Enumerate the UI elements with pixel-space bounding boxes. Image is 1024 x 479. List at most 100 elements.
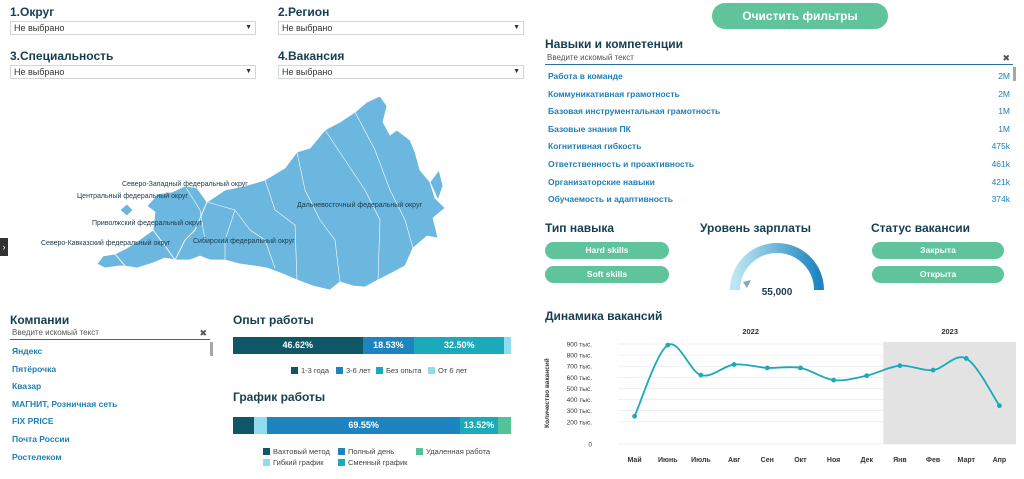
skill-item[interactable]: Когнитивная гибкость 475k — [548, 138, 1010, 155]
okrug-select-value: Не выбрано — [14, 23, 65, 33]
year-label: 2023 — [941, 327, 958, 336]
bar-segment[interactable] — [253, 417, 267, 434]
y-tick-label: 700 тыс. — [567, 364, 593, 371]
skill-item-label: Организаторские навыки — [548, 176, 655, 187]
company-item[interactable]: МАГНИТ, Розничная сеть — [12, 398, 118, 409]
schedule-title: График работы — [233, 390, 326, 404]
x-tick-label: Июль — [691, 457, 711, 464]
x-tick-label: Март — [958, 457, 976, 464]
skills-scrollbar[interactable] — [1013, 67, 1016, 81]
legend-item[interactable]: Гибкий график — [263, 458, 324, 467]
legend-item[interactable]: Без опыта — [376, 366, 422, 375]
map-label: Северо-Кавказский федеральный округ — [41, 239, 171, 247]
russia-map[interactable]: Северо-Западный федеральный округ Центра… — [35, 90, 465, 300]
bar-segment[interactable]: 32.50% — [414, 337, 505, 354]
skill-item[interactable]: Ответственность и проактивность 461k — [548, 156, 1010, 173]
skill-item[interactable]: Базовые знания ПК 1M — [548, 121, 1010, 138]
bar-segment[interactable] — [497, 417, 511, 434]
hard-skills-button[interactable]: Hard skills — [545, 242, 669, 259]
company-item[interactable]: Яндекс — [12, 346, 43, 356]
bar-segment[interactable] — [233, 417, 254, 434]
okrug-select[interactable]: Не выбрано ▼ — [10, 21, 256, 35]
map-region-shape — [429, 169, 444, 202]
company-item[interactable]: Ростелеком — [12, 451, 62, 462]
company-item[interactable]: FIX PRICE — [12, 416, 54, 427]
skill-item[interactable]: Обучаемость и адаптивность 374k — [548, 191, 1010, 208]
legend-swatch — [263, 459, 270, 466]
experience-title: Опыт работы — [233, 313, 314, 327]
bar-segment[interactable]: 46.62% — [233, 337, 363, 354]
legend-label: От 6 лет — [438, 366, 468, 375]
y-tick-label: 900 тыс. — [567, 342, 593, 349]
skill-item[interactable]: Базовая инструментальная грамотность 1M — [548, 103, 1010, 120]
data-point[interactable] — [764, 365, 770, 371]
y-axis-title: Количество вакансий — [543, 358, 551, 428]
company-item[interactable]: Почта России — [12, 434, 70, 444]
bar-segment[interactable] — [504, 337, 511, 354]
bar-segment[interactable]: 69.55% — [266, 417, 461, 434]
data-point[interactable] — [798, 365, 803, 371]
vacancy-select[interactable]: Не выбрано ▼ — [278, 65, 524, 79]
skill-item-value: 1M — [998, 106, 1010, 117]
soft-skills-button[interactable]: Soft skills — [545, 266, 669, 283]
skill-item[interactable]: Коммуникативная грамотность 2M — [548, 86, 1010, 103]
map-region-shape — [114, 229, 176, 269]
data-point[interactable] — [665, 342, 671, 348]
legend-label: Сменный график — [348, 458, 408, 467]
skill-item[interactable]: Работа в команде 2M — [548, 68, 1010, 85]
bar-segment[interactable]: 13.52% — [460, 417, 498, 434]
chart-title: Динамика вакансий — [545, 309, 663, 323]
y-tick-label: 300 тыс. — [567, 408, 593, 415]
companies-title: Компании — [10, 313, 70, 327]
expand-panel-button[interactable]: › — [0, 238, 8, 256]
companies-search-input[interactable]: Введите искомый текст ✖ — [10, 327, 210, 340]
companies-scrollbar[interactable] — [210, 342, 213, 356]
chevron-down-icon: ▼ — [513, 24, 520, 31]
skill-item-value: 475k — [991, 141, 1010, 152]
region-select[interactable]: Не выбрано ▼ — [278, 21, 524, 35]
data-point[interactable] — [632, 413, 637, 419]
legend-item[interactable]: Удаленная работа — [416, 447, 490, 456]
data-point[interactable] — [831, 377, 836, 383]
legend-item[interactable]: Вахтовый метод — [263, 447, 330, 456]
skill-item[interactable]: Организаторские навыки 421k — [548, 174, 1010, 191]
legend-item[interactable]: Полный день — [338, 447, 394, 456]
x-tick-label: Дек — [861, 457, 874, 464]
data-point[interactable] — [698, 372, 704, 378]
skills-search-input[interactable]: Введите искомый текст ✖ — [545, 52, 1013, 65]
skill-item-label: Ответственность и проактивность — [548, 159, 695, 169]
data-point[interactable] — [963, 356, 969, 361]
legend-item[interactable]: 3-6 лет — [336, 366, 371, 375]
legend-swatch — [416, 448, 423, 455]
map-label: Сибирский федеральный округ — [193, 237, 295, 245]
y-tick-label: 600 тыс. — [567, 375, 593, 382]
data-point[interactable] — [731, 362, 737, 367]
company-item[interactable]: Квазар — [12, 381, 42, 392]
close-icon[interactable]: ✖ — [199, 328, 207, 338]
companies-search-placeholder: Введите искомый текст — [12, 328, 99, 337]
company-item[interactable]: Пятёрочка — [12, 363, 57, 374]
close-icon[interactable]: ✖ — [1002, 53, 1010, 63]
skill-item-value: 461k — [991, 159, 1010, 169]
status-closed-button[interactable]: Закрыта — [872, 242, 1004, 259]
data-point[interactable] — [897, 363, 903, 369]
skill-item-value: 374k — [991, 194, 1010, 205]
year-label: 2022 — [742, 327, 759, 336]
salary-gauge: 55,000 — [730, 243, 824, 298]
y-tick-label: 200 тыс. — [567, 419, 593, 426]
legend-item[interactable]: 1-3 года — [291, 366, 329, 375]
status-open-button[interactable]: Открыта — [872, 266, 1004, 283]
data-point[interactable] — [997, 403, 1002, 409]
x-tick-label: Авг — [728, 457, 740, 464]
legend-item[interactable]: От 6 лет — [428, 366, 467, 375]
bar-segment[interactable]: 18.53% — [362, 337, 415, 354]
chevron-down-icon: ▼ — [513, 68, 520, 75]
map-region-shape — [174, 95, 446, 291]
chevron-down-icon: ▼ — [245, 68, 252, 75]
data-point[interactable] — [930, 367, 936, 373]
specialty-select[interactable]: Не выбрано ▼ — [10, 65, 256, 79]
data-point[interactable] — [864, 373, 870, 379]
legend-item[interactable]: Сменный график — [338, 458, 407, 467]
salary-value: 55,000 — [762, 287, 793, 298]
clear-filters-button[interactable]: Очистить фильтры — [712, 3, 888, 29]
